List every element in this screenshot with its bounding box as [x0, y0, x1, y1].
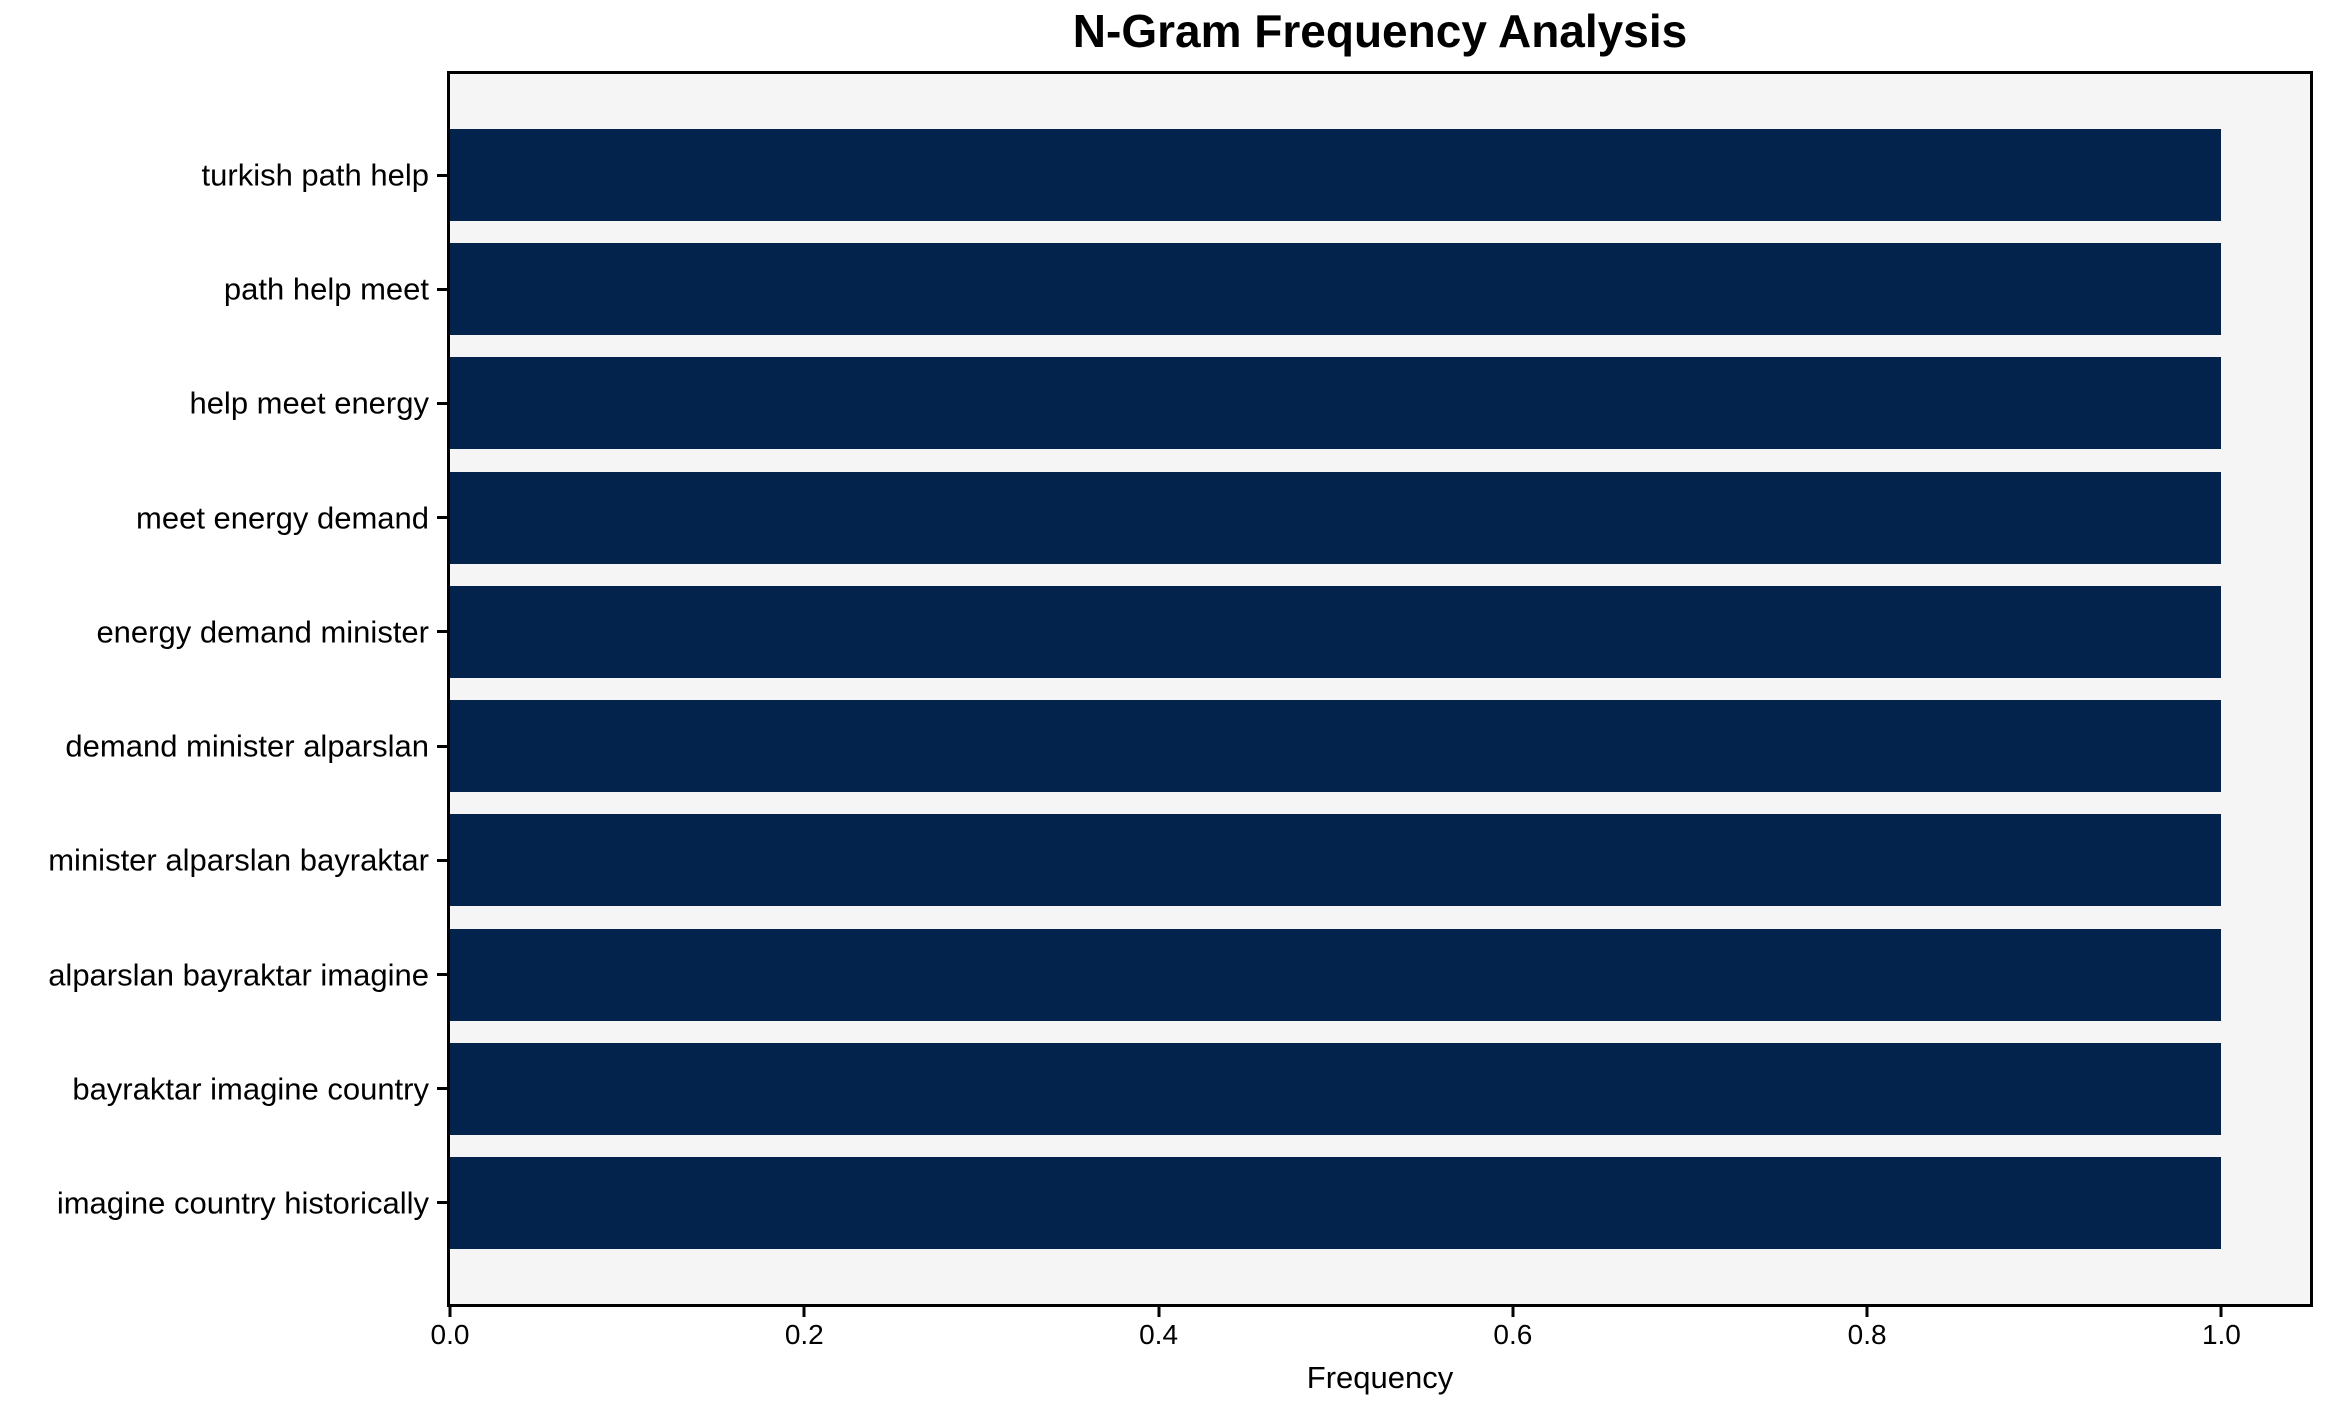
y-tick-mark: [437, 516, 447, 520]
y-tick-label: path help meet: [223, 271, 429, 307]
x-tick-label: 0.2: [784, 1319, 824, 1350]
bar: [450, 357, 2222, 450]
bar: [450, 471, 2222, 564]
x-tick-label: 0.6: [1493, 1319, 1533, 1350]
x-tick-mark: [802, 1307, 806, 1317]
y-tick-mark: [437, 973, 447, 977]
bar-row: energy demand minister: [96, 585, 2310, 678]
bar-row: demand minister alparslan: [65, 700, 2310, 793]
x-tick-mark: [2219, 1307, 2223, 1317]
x-tick-label: 1.0: [2201, 1319, 2241, 1350]
bar-row: minister alparslan bayraktar: [48, 814, 2310, 907]
y-tick-label: help meet energy: [189, 385, 429, 421]
bar-row: bayraktar imagine country: [72, 1042, 2310, 1135]
bar: [450, 585, 2222, 678]
bar: [450, 1156, 2222, 1249]
y-tick-label: bayraktar imagine country: [72, 1071, 429, 1107]
bar-row: meet energy demand: [136, 471, 2310, 564]
chart-title: N-Gram Frequency Analysis: [1072, 5, 1688, 57]
x-tick-label: 0.4: [1139, 1319, 1179, 1350]
bar: [450, 814, 2222, 907]
bar-row: help meet energy: [189, 357, 2310, 450]
bar: [450, 1042, 2222, 1135]
y-tick-mark: [437, 858, 447, 862]
bar: [450, 700, 2222, 793]
y-tick-label: imagine country historically: [56, 1185, 429, 1221]
x-tick-mark: [1865, 1307, 1869, 1317]
bar: [450, 243, 2222, 336]
y-tick-label: turkish path help: [201, 157, 429, 193]
x-tick-mark: [448, 1307, 452, 1317]
y-tick-mark: [437, 1201, 447, 1205]
y-tick-label: demand minister alparslan: [65, 728, 429, 764]
bar: [450, 928, 2222, 1021]
y-tick-label: meet energy demand: [136, 500, 429, 536]
y-tick-label: energy demand minister: [96, 614, 429, 650]
x-tick-mark: [1511, 1307, 1515, 1317]
y-tick-mark: [437, 173, 447, 177]
bar-row: alparslan bayraktar imagine: [48, 928, 2310, 1021]
y-tick-label: alparslan bayraktar imagine: [48, 957, 429, 993]
x-tick-label: 0.8: [1847, 1319, 1887, 1350]
bar-row: path help meet: [224, 243, 2310, 336]
y-tick-mark: [437, 287, 447, 291]
y-tick-mark: [437, 630, 447, 634]
y-tick-mark: [437, 401, 447, 405]
y-tick-label: minister alparslan bayraktar: [48, 842, 429, 878]
bars-container: turkish path help path help meet help meet…: [48, 74, 2310, 1304]
bar: [450, 129, 2222, 221]
bar-row: imagine country historically: [57, 1156, 2310, 1249]
x-tick-mark: [1157, 1307, 1161, 1317]
plot-area: turkish path help path help meet help meet…: [48, 71, 2313, 1349]
x-axis-label: Frequency: [1306, 1360, 1454, 1395]
bar-row: turkish path help: [202, 129, 2310, 221]
y-tick-mark: [437, 744, 447, 748]
y-tick-mark: [437, 1087, 447, 1091]
x-tick-label: 0.0: [430, 1319, 470, 1350]
